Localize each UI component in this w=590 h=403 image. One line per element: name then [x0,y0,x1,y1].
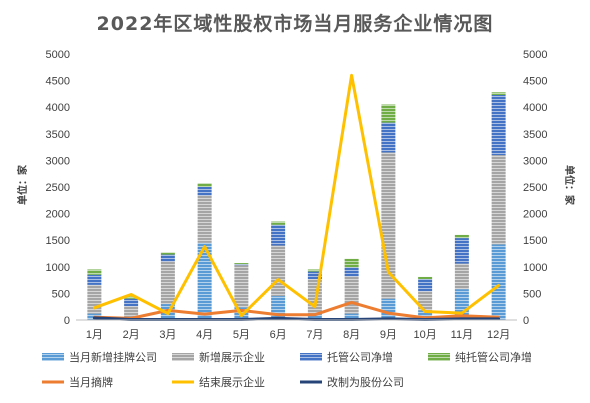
right-tick-label: 2500 [523,182,547,194]
x-tick-label: 6月 [270,329,287,341]
right-tick-label: 500 [523,288,541,300]
bar-segment [418,310,433,320]
right-tick-label: 3000 [523,155,547,167]
x-tick-label: 1月 [86,329,103,341]
left-tick-label: 1500 [46,235,70,247]
left-tick-label: 500 [52,288,70,300]
bar-segment [197,195,212,243]
right-tick-label: 5000 [523,49,547,61]
bar-segment [454,263,469,290]
bar-segment [124,296,139,299]
x-tick-label: 3月 [159,329,176,341]
left-tick-label: 2000 [46,209,70,221]
bar-segment [87,274,102,285]
bar-segment [381,104,396,123]
bar-segment [197,242,212,320]
left-axis-label: 单位：家 [16,164,29,205]
bar-segment [381,152,396,299]
left-tick-label: 4500 [46,76,70,88]
legend-swatch [428,353,450,361]
bar-segment [234,264,249,266]
left-tick-label: 2500 [46,182,70,194]
bar-segment [491,244,506,320]
bar-segment [160,254,175,262]
right-tick-label: 4500 [523,76,547,88]
x-tick-label: 4月 [196,329,213,341]
bar-segment [381,122,396,153]
legend-label: 新增展示企业 [199,350,265,364]
right-tick-label: 1500 [523,235,547,247]
bar-segment [344,313,359,320]
x-tick-label: 12月 [487,329,510,341]
bar-segment [87,284,102,314]
left-tick-label: 4000 [46,102,70,114]
series-line [92,316,501,321]
bar-segment [307,269,322,272]
legend-label: 当月新增挂牌公司 [69,350,157,364]
bars-layer [87,92,506,320]
x-tick-label: 9月 [380,329,397,341]
bar-segment [454,238,469,264]
right-tick-label: 2000 [523,209,547,221]
bar-segment [271,296,286,320]
legend-swatch [42,353,64,361]
legend-label: 当月摘牌 [69,375,113,389]
bar-segment [87,269,102,275]
bar-segment [491,155,506,245]
bar-segment [418,276,433,280]
bar-segment [234,265,249,308]
series-line [92,73,501,318]
x-tick-label: 2月 [123,329,140,341]
left-tick-label: 3000 [46,155,70,167]
x-tick-label: 8月 [343,329,360,341]
bar-segment [197,183,212,187]
bar-segment [160,261,175,305]
legend-swatch [300,353,322,361]
right-tick-label: 3500 [523,129,547,141]
bar-segment [124,298,139,307]
bar-segment [491,94,506,156]
bar-segment [344,276,359,314]
bar-segment [124,306,139,318]
right-axis-label: 单位：家 [563,165,576,206]
legend-label: 结束展示企业 [199,375,265,389]
right-tick-label: 1000 [523,262,547,274]
bar-segment [454,234,469,239]
legend-label: 纯托管公司净增 [455,350,532,364]
x-tick-label: 7月 [306,329,323,341]
bar-segment [491,92,506,95]
bar-segment [160,252,175,255]
right-tick-label: 4000 [523,102,547,114]
bar-segment [344,267,359,277]
left-tick-label: 5000 [46,49,70,61]
left-tick-label: 1000 [46,262,70,274]
right-tick-label: 0 [523,315,529,327]
left-tick-label: 0 [64,315,70,327]
bar-segment [418,279,433,292]
bar-segment [271,221,286,225]
x-tick-label: 11月 [451,329,473,341]
axes-layer: 0500100015002000250030003500400045005000… [46,49,548,341]
bar-segment [234,263,249,265]
legend-swatch [172,353,194,361]
chart-title: 2022年区域性股权市场当月服务企业情况图 [97,12,494,35]
bar-segment [271,224,286,246]
bar-segment [271,245,286,297]
bar-segment [197,187,212,196]
bar-segment [307,271,322,280]
bar-segment [344,258,359,268]
bar-segment [307,313,322,320]
legend-label: 托管公司净增 [327,350,393,364]
left-tick-label: 3500 [46,129,70,141]
series-line [92,300,501,320]
x-tick-label: 5月 [233,329,250,341]
lines-layer [92,73,501,321]
legend-label: 改制为股份公司 [327,375,404,389]
bar-segment [381,298,396,320]
x-tick-label: 10月 [414,329,437,341]
